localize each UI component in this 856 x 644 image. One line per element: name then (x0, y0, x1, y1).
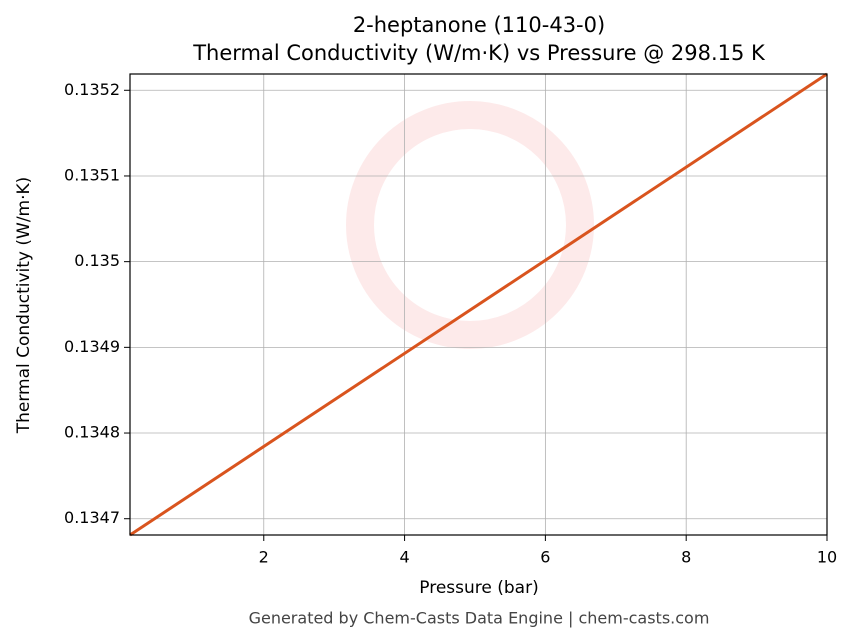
y-tick-label: 0.1347 (64, 508, 120, 527)
x-tick-label: 8 (681, 548, 691, 567)
x-axis-label: Pressure (bar) (419, 578, 538, 598)
chart-title: 2-heptanone (110-43-0) (353, 13, 605, 37)
x-tick-label: 6 (540, 548, 550, 567)
y-tick-label: 0.1351 (64, 165, 120, 184)
data-line (129, 72, 828, 537)
watermark (346, 101, 594, 349)
x-tick-label: 2 (259, 548, 269, 567)
y-axis-label: Thermal Conductivity (W/m·K) (14, 177, 34, 435)
y-tick-label: 0.1349 (64, 337, 120, 356)
x-tick-label: 4 (399, 548, 409, 567)
y-tick-label: 0.1352 (64, 80, 120, 99)
plot-frame (129, 73, 828, 536)
x-tick-label: 10 (817, 548, 837, 567)
y-tick-label: 0.135 (74, 251, 120, 270)
footer: Generated by Chem-Casts Data Engine | ch… (249, 609, 710, 628)
chart-subtitle: Thermal Conductivity (W/m·K) vs Pressure… (192, 41, 766, 65)
y-tick-label: 0.1348 (64, 423, 120, 442)
